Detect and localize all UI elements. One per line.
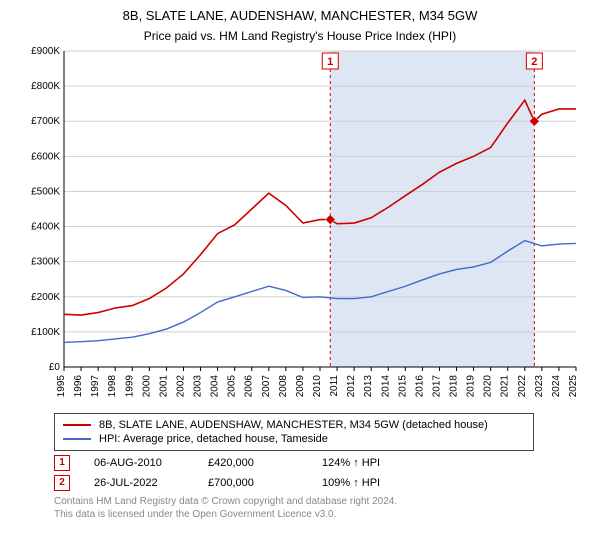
svg-text:2006: 2006 [244, 374, 255, 397]
svg-text:£700K: £700K [31, 116, 60, 127]
svg-text:2004: 2004 [210, 374, 221, 397]
svg-text:£300K: £300K [31, 257, 60, 268]
svg-text:1995: 1995 [56, 374, 67, 397]
svg-text:2010: 2010 [312, 374, 323, 397]
svg-text:£500K: £500K [31, 186, 60, 197]
footer-line2: This data is licensed under the Open Gov… [54, 508, 578, 521]
svg-text:2013: 2013 [363, 374, 374, 397]
legend: 8B, SLATE LANE, AUDENSHAW, MANCHESTER, M… [54, 413, 534, 451]
svg-text:2005: 2005 [227, 374, 238, 397]
svg-text:2022: 2022 [517, 374, 528, 397]
svg-text:2001: 2001 [158, 374, 169, 397]
svg-text:2024: 2024 [551, 374, 562, 397]
svg-text:2017: 2017 [431, 374, 442, 397]
chart-container: 8B, SLATE LANE, AUDENSHAW, MANCHESTER, M… [0, 0, 600, 560]
svg-text:2014: 2014 [380, 374, 391, 397]
svg-text:2018: 2018 [449, 374, 460, 397]
svg-text:2011: 2011 [329, 374, 340, 396]
svg-text:2023: 2023 [534, 374, 545, 397]
legend-swatch [63, 424, 91, 426]
footer: Contains HM Land Registry data © Crown c… [54, 495, 578, 521]
legend-row: HPI: Average price, detached house, Tame… [63, 432, 525, 446]
svg-text:£600K: £600K [31, 151, 60, 162]
sale-row: 2 26-JUL-2022 £700,000 109% ↑ HPI [54, 475, 534, 491]
sale-pct: 124% ↑ HPI [322, 457, 412, 469]
footer-line1: Contains HM Land Registry data © Crown c… [54, 495, 578, 508]
svg-text:2015: 2015 [397, 374, 408, 397]
svg-text:2000: 2000 [141, 374, 152, 397]
svg-text:1996: 1996 [73, 374, 84, 397]
legend-label: HPI: Average price, detached house, Tame… [99, 433, 328, 445]
svg-text:2002: 2002 [175, 374, 186, 397]
chart-area: £0 £100K £200K £300K £400K £500K £600K £700K £80… [20, 47, 580, 407]
svg-text:2008: 2008 [278, 374, 289, 397]
svg-text:£200K: £200K [31, 292, 60, 303]
line-chart: £0 £100K £200K £300K £400K £500K £600K £700K £80… [20, 47, 580, 407]
svg-text:2025: 2025 [568, 374, 579, 397]
svg-text:1999: 1999 [124, 374, 135, 397]
svg-text:1998: 1998 [107, 374, 118, 397]
sale-marker: 2 [54, 475, 70, 491]
svg-text:£400K: £400K [31, 221, 60, 232]
sale-date: 26-JUL-2022 [94, 477, 184, 489]
sale-price: £420,000 [208, 457, 298, 469]
svg-text:2021: 2021 [500, 374, 511, 397]
sale-row: 1 06-AUG-2010 £420,000 124% ↑ HPI [54, 455, 534, 471]
svg-text:1: 1 [327, 56, 333, 68]
sale-price: £700,000 [208, 477, 298, 489]
svg-text:£100K: £100K [31, 327, 60, 338]
chart-title: 8B, SLATE LANE, AUDENSHAW, MANCHESTER, M… [10, 8, 590, 25]
svg-text:2003: 2003 [193, 374, 204, 397]
svg-text:£800K: £800K [31, 81, 60, 92]
svg-text:2009: 2009 [295, 374, 306, 397]
sale-date: 06-AUG-2010 [94, 457, 184, 469]
svg-text:2: 2 [531, 56, 537, 68]
legend-row: 8B, SLATE LANE, AUDENSHAW, MANCHESTER, M… [63, 418, 525, 432]
svg-text:2016: 2016 [414, 374, 425, 397]
svg-text:1997: 1997 [90, 374, 101, 397]
svg-text:2012: 2012 [346, 374, 357, 397]
legend-label: 8B, SLATE LANE, AUDENSHAW, MANCHESTER, M… [99, 419, 488, 431]
sale-marker: 1 [54, 455, 70, 471]
sales-table: 1 06-AUG-2010 £420,000 124% ↑ HPI 2 26-JUL-20… [54, 455, 534, 491]
svg-text:2019: 2019 [466, 374, 477, 397]
svg-text:2020: 2020 [483, 374, 494, 397]
svg-text:£0: £0 [49, 362, 61, 373]
legend-swatch [63, 438, 91, 440]
sale-pct: 109% ↑ HPI [322, 477, 412, 489]
chart-subtitle: Price paid vs. HM Land Registry's House … [10, 29, 590, 43]
svg-text:£900K: £900K [31, 47, 60, 57]
svg-text:2007: 2007 [261, 374, 272, 397]
